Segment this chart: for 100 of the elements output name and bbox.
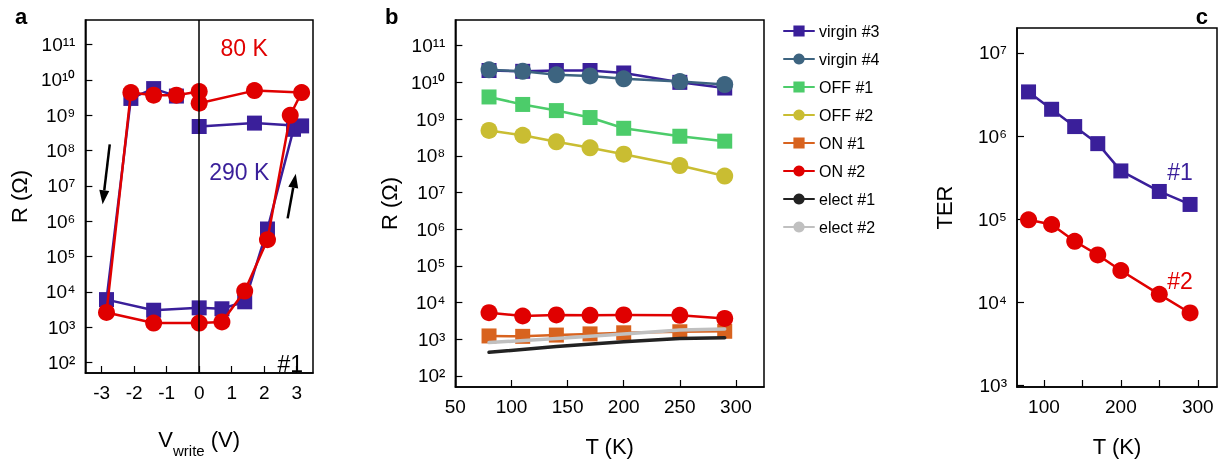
point [213,313,231,331]
y-tick-label: 10⁶ [416,218,446,240]
x-tick-label: -1 [158,382,176,403]
y-tick-label: 10⁸ [416,145,446,167]
chart-title: a [15,3,28,29]
x-tick-label: 200 [1104,396,1137,417]
series-label: #2 [1167,267,1193,294]
point [1151,183,1167,199]
y-tick-label: 10³ [979,374,1007,396]
point [717,133,733,149]
series-label: 80 K [220,35,269,62]
x-tick-label: -2 [125,382,143,403]
y-tick-label: 10⁴ [977,291,1007,313]
y-tick-label: 10⁵ [977,208,1007,230]
point [145,86,163,104]
point [716,76,734,94]
point [548,103,564,119]
legend-label: virgin #4 [819,50,880,68]
x-axis-title: T (K) [1092,433,1142,459]
x-tick-label: 1 [226,382,237,403]
point [547,306,565,324]
point [1067,119,1083,135]
y-tick-label: 10⁸ [46,140,76,162]
series-label: 290 K [209,158,270,185]
point [547,133,565,151]
y-tick-label: 10¹⁰ [40,69,76,91]
legend-label: OFF #2 [819,106,874,124]
y-axis-title: TER [931,185,957,230]
point [616,120,632,136]
point [1020,211,1038,229]
x-tick-label: 50 [444,396,466,417]
point [716,309,734,327]
point [236,282,254,300]
point [245,82,263,100]
y-tick-label: 10⁷ [47,175,76,197]
point [480,121,498,139]
x-tick-label: 2 [258,382,270,403]
x-tick-label: 100 [1028,396,1060,417]
y-tick-label: 10¹¹ [41,34,76,56]
x-tick-label: 200 [607,396,640,417]
y-tick-label: 10⁵ [46,245,76,267]
x-tick-label: -3 [93,382,111,403]
legend-label: elect #1 [819,190,876,208]
legend-label: ON #1 [819,134,866,152]
y-tick-label: 10² [417,365,446,387]
point [122,84,140,102]
y-axis-title: R (Ω) [6,169,32,224]
point [1090,136,1106,152]
y-tick-label: 10¹¹ [411,35,446,57]
y-tick-label: 10⁵ [416,255,446,277]
x-tick-label: 300 [1181,396,1214,417]
point [582,110,598,126]
point [1089,246,1107,264]
point [1182,196,1198,212]
y-tick-label: 10⁶ [46,210,76,232]
legend-label: virgin #3 [819,22,880,40]
y-tick-label: 10⁹ [416,108,446,130]
point [581,306,599,324]
point [246,115,262,131]
chart-title: b [385,3,399,29]
point [293,84,311,102]
point [547,66,565,84]
point [1150,285,1168,303]
series-label: #1 [1167,159,1193,186]
chart-title: c [1195,3,1209,29]
x-axis-title: T (K) [585,433,634,459]
point [716,167,734,185]
y-tick-label: 10⁷ [978,42,1008,64]
point [1112,262,1130,280]
point [480,304,498,322]
point [615,70,633,88]
x-tick-label: 150 [551,396,584,417]
point [515,96,531,112]
point [671,306,689,324]
point [671,157,689,175]
x-tick-label: 3 [291,382,303,403]
y-axis-title: R (Ω) [376,176,402,231]
point [581,139,599,157]
x-tick-label: 0 [193,382,205,403]
point [145,314,163,332]
y-tick-label: 10³ [417,328,446,350]
point [481,328,497,344]
point [1113,163,1129,179]
y-tick-label: 10² [47,351,76,373]
point [514,126,532,144]
point [98,303,115,321]
x-tick-label: 250 [663,396,696,417]
y-tick-label: 10⁴ [416,292,446,314]
point [1066,232,1084,250]
point [294,118,310,134]
point [615,145,633,163]
x-tick-label: 300 [720,396,752,417]
point [1021,84,1037,100]
y-tick-label: 10⁷ [417,181,446,203]
legend-label: OFF #1 [819,78,874,96]
y-tick-label: 10⁴ [46,281,76,303]
point [581,67,599,85]
x-tick-label: 100 [495,396,528,417]
legend-label: elect #2 [819,218,876,236]
point [514,307,532,325]
